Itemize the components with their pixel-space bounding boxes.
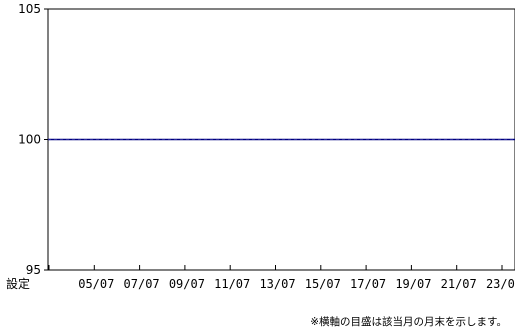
x-tick-label: 07/07 [124,277,160,291]
x-tick-label: 設定 [6,276,30,291]
x-tick-label: 21/07 [441,277,477,291]
x-tick-label: 23/07 [486,277,515,291]
y-tick-label: 100 [18,133,41,147]
x-tick-label: 05/07 [78,277,114,291]
x-tick-label: 17/07 [350,277,386,291]
x-tick-label: 19/07 [395,277,431,291]
x-tick-label: 13/07 [259,277,295,291]
x-tick-label: 09/07 [169,277,205,291]
x-tick-label: 11/07 [214,277,250,291]
y-tick-label: 95 [26,263,41,277]
x-tick-label: 15/07 [305,277,341,291]
axis-note: ※横軸の目盛は該当月の月末を示します。 [310,315,507,328]
y-tick-label: 105 [18,2,41,16]
